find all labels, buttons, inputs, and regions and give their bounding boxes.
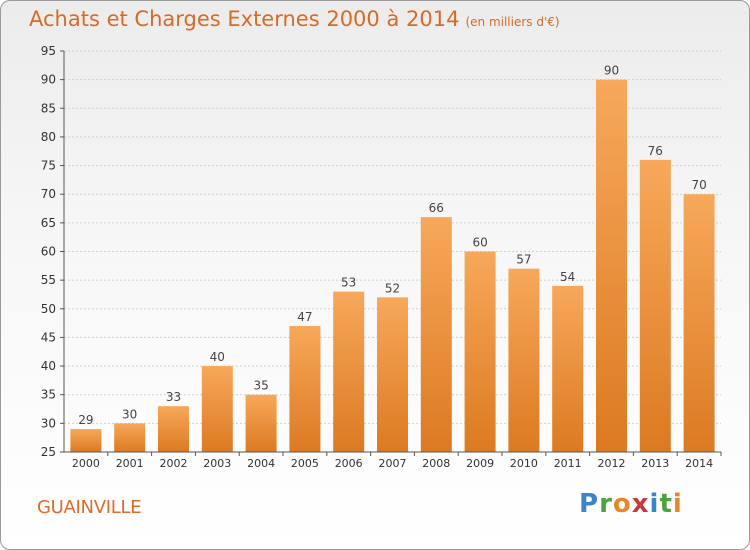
bar-2013 bbox=[639, 159, 671, 453]
y-tick-label: 55 bbox=[41, 273, 56, 287]
data-label-2004: 35 bbox=[253, 379, 268, 393]
proxiti-logo: Proxiti bbox=[579, 489, 683, 519]
y-tick-label: 95 bbox=[41, 44, 56, 58]
y-tick-label: 80 bbox=[41, 130, 56, 144]
bar-2002 bbox=[158, 406, 189, 452]
x-tick-label-2008: 2008 bbox=[422, 457, 450, 470]
axes: 25 30 35 40 45 50 55 60 65 70 75 80 85 90 95 2000 2001 20… bbox=[41, 44, 722, 470]
y-tick-label: 35 bbox=[41, 388, 56, 402]
data-label-2009: 60 bbox=[472, 236, 487, 250]
x-tick-label-2000: 2000 bbox=[72, 457, 100, 470]
bar-2004 bbox=[245, 394, 277, 452]
x-tick-label-2013: 2013 bbox=[641, 457, 669, 470]
data-label-2014: 70 bbox=[691, 178, 706, 192]
data-label-2000: 29 bbox=[78, 413, 93, 427]
chart-title-text: Achats et Charges Externes 2000 à 2014 bbox=[29, 7, 460, 31]
x-tick-label-2002: 2002 bbox=[160, 457, 188, 470]
y-tick-label: 45 bbox=[41, 330, 56, 344]
y-tick-label: 40 bbox=[41, 359, 56, 373]
x-tick-label-2009: 2009 bbox=[466, 457, 494, 470]
y-tick-label: 60 bbox=[41, 245, 56, 259]
data-label-2006: 53 bbox=[341, 276, 356, 290]
y-tick-label: 25 bbox=[41, 445, 56, 459]
chart-subtitle: (en milliers d'€) bbox=[465, 15, 560, 29]
y-tick-label: 30 bbox=[41, 416, 56, 430]
data-label-2013: 76 bbox=[648, 144, 663, 158]
x-tick-label-2001: 2001 bbox=[116, 457, 144, 470]
bar-2006 bbox=[333, 291, 365, 452]
y-tick-label: 85 bbox=[41, 101, 56, 115]
y-tick-label: 50 bbox=[41, 302, 56, 316]
bar-2012 bbox=[596, 79, 627, 453]
data-label-2003: 40 bbox=[210, 350, 225, 364]
data-label-2012: 90 bbox=[604, 64, 619, 78]
x-tick-label-2012: 2012 bbox=[598, 457, 626, 470]
bar-2011 bbox=[552, 285, 584, 452]
data-labels: 29 30 33 40 35 47 53 52 66 60 57 54 90 76 70 bbox=[78, 64, 706, 427]
y-tick-label: 75 bbox=[41, 159, 56, 173]
bar-2005 bbox=[289, 325, 321, 452]
bar-2003 bbox=[201, 366, 233, 452]
data-label-2002: 33 bbox=[166, 390, 181, 404]
data-label-2008: 66 bbox=[429, 201, 444, 215]
bar-2007 bbox=[377, 297, 408, 452]
x-tick-label-2007: 2007 bbox=[379, 457, 407, 470]
bars bbox=[70, 79, 715, 453]
x-tick-label-2004: 2004 bbox=[247, 457, 275, 470]
data-label-2011: 54 bbox=[560, 270, 575, 284]
y-tick-label: 70 bbox=[41, 187, 56, 201]
bar-2008 bbox=[420, 217, 452, 452]
data-label-2010: 57 bbox=[516, 253, 531, 267]
location-label: GUAINVILLE bbox=[37, 497, 142, 518]
bar-2001 bbox=[114, 423, 146, 452]
x-tick-label-2011: 2011 bbox=[554, 457, 582, 470]
x-tick-label-2005: 2005 bbox=[291, 457, 319, 470]
y-tick-label: 90 bbox=[41, 73, 56, 87]
bar-2014 bbox=[683, 194, 715, 452]
data-label-2005: 47 bbox=[297, 310, 312, 324]
chart-title: Achats et Charges Externes 2000 à 2014 (e… bbox=[29, 7, 560, 31]
bar-2010 bbox=[508, 268, 540, 452]
data-label-2001: 30 bbox=[122, 407, 137, 421]
x-tick-label-2014: 2014 bbox=[685, 457, 713, 470]
bar-2009 bbox=[464, 251, 496, 452]
y-tick-label: 65 bbox=[41, 216, 56, 230]
data-label-2007: 52 bbox=[385, 281, 400, 295]
x-tick-label-2003: 2003 bbox=[203, 457, 231, 470]
x-tick-label-2010: 2010 bbox=[510, 457, 538, 470]
bar-2000 bbox=[70, 429, 102, 452]
x-tick-label-2006: 2006 bbox=[335, 457, 363, 470]
